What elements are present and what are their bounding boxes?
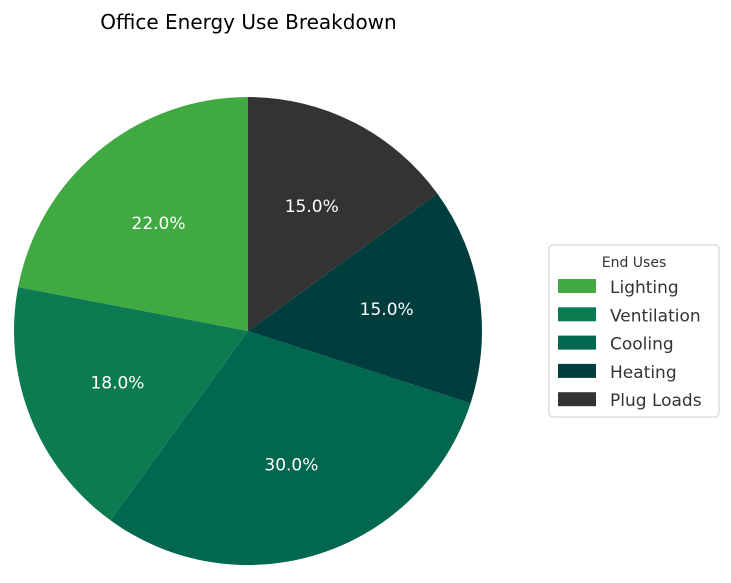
legend-swatch-lighting	[558, 279, 596, 293]
legend-label-plug-loads: Plug Loads	[610, 391, 702, 411]
chart-title: Office Energy Use Breakdown	[100, 10, 397, 34]
legend-swatch-ventilation	[558, 307, 596, 322]
pie-slice-heating	[248, 193, 483, 404]
legend-label-ventilation: Ventilation	[610, 306, 701, 326]
pie-slice-label-plug-loads: 15.0%	[285, 197, 339, 217]
pie-slice-label-heating: 15.0%	[360, 300, 414, 320]
legend-title: End Uses	[602, 255, 667, 271]
pie-slice-plug-loads	[248, 97, 438, 331]
legend-items: Lighting Ventilation Cooling Heating Plug Lo…	[558, 278, 702, 411]
legend-label-lighting: Lighting	[610, 278, 679, 298]
pie-slice-lighting	[18, 97, 248, 331]
pie-slice-label-ventilation: 18.0%	[90, 374, 144, 394]
legend-swatch-cooling	[558, 335, 596, 350]
pie-slice-cooling	[110, 331, 471, 566]
legend-swatch-heating	[558, 363, 596, 378]
pie-slices	[13, 97, 483, 566]
legend-label-heating: Heating	[610, 363, 677, 383]
pie-slice-label-cooling: 30.0%	[264, 456, 318, 476]
legend: End Uses Lighting Ventilation Cooling Heati…	[548, 244, 720, 418]
pie-labels: 22.0% 18.0% 30.0% 15.0% 15.0%	[90, 197, 413, 476]
pie-slice-label-lighting: 22.0%	[132, 214, 186, 234]
legend-swatch-plug-loads	[558, 392, 596, 407]
legend-label-cooling: Cooling	[610, 335, 674, 355]
pie-slice-ventilation	[13, 287, 248, 521]
